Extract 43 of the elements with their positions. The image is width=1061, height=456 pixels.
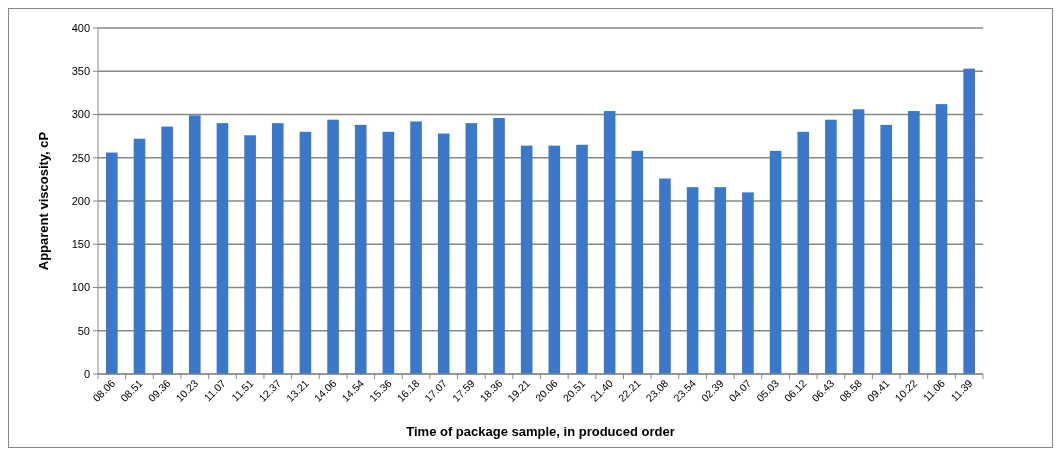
y-axis-title: Apparent viscosity, cP (36, 131, 51, 271)
y-tick-label: 250 (71, 151, 90, 164)
bar (271, 123, 284, 374)
bar (576, 144, 588, 374)
bar (769, 150, 782, 374)
bar (825, 119, 837, 374)
bar (631, 150, 644, 374)
bar (686, 187, 699, 374)
bar (161, 126, 173, 374)
bar (908, 111, 920, 374)
bar (244, 135, 256, 374)
bar (935, 104, 948, 374)
y-tick-label: 150 (71, 238, 90, 251)
bar (216, 123, 229, 374)
bar (188, 115, 201, 374)
bar (354, 124, 367, 374)
y-tick-label: 0 (83, 367, 90, 380)
y-tick-label: 350 (71, 65, 90, 78)
bar (133, 138, 146, 374)
bar (493, 117, 505, 374)
bar (465, 123, 478, 374)
y-tick-label: 300 (71, 108, 90, 121)
bar (410, 121, 422, 374)
x-axis-title: Time of package sample, in produced order (406, 424, 675, 439)
bar (548, 145, 561, 374)
bar (714, 187, 727, 374)
bar (963, 68, 975, 374)
bar (659, 178, 671, 374)
y-tick-label: 50 (77, 324, 90, 337)
bar (382, 131, 395, 374)
bar (797, 131, 810, 374)
bar (106, 152, 118, 374)
bar (327, 119, 339, 374)
bar (299, 131, 312, 374)
bar (742, 192, 754, 374)
bar (852, 109, 865, 374)
bar (437, 133, 450, 374)
y-tick-label: 400 (71, 21, 90, 34)
y-tick-label: 200 (71, 194, 90, 207)
bar (603, 111, 616, 374)
bar (520, 145, 533, 374)
bar (880, 124, 893, 374)
y-tick-label: 100 (71, 281, 90, 294)
